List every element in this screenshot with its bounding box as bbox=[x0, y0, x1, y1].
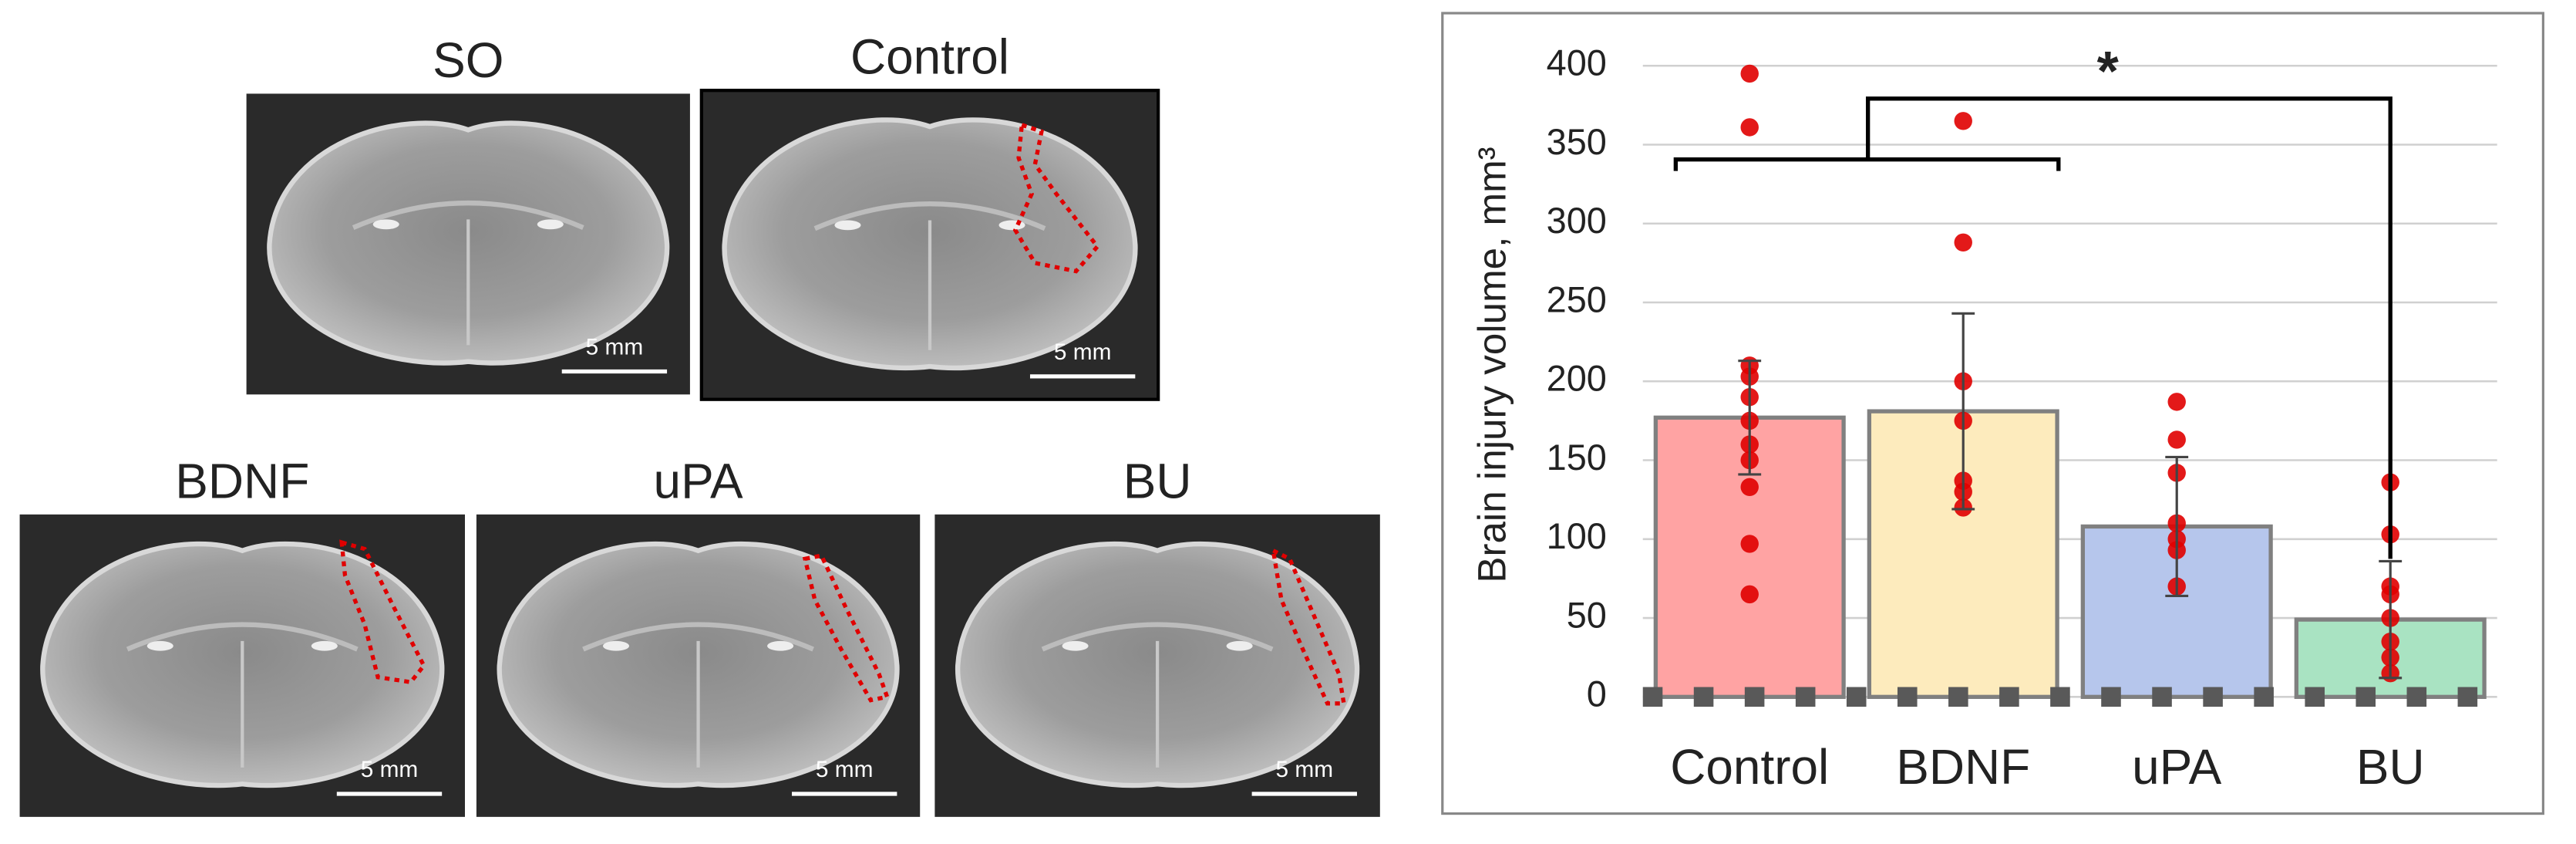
data-point bbox=[1740, 585, 1759, 604]
y-tick-label: 100 bbox=[1547, 516, 1607, 556]
data-point bbox=[1954, 233, 1972, 252]
baseline-marker bbox=[1693, 687, 1714, 707]
scale-label: 5 mm bbox=[1276, 757, 1334, 782]
ventricle bbox=[1062, 640, 1089, 651]
y-tick-label: 400 bbox=[1547, 43, 1607, 83]
mri-panel: 5 mm SO bbox=[246, 32, 690, 395]
significance-mark: * bbox=[2097, 40, 2120, 103]
data-point bbox=[2167, 430, 2186, 449]
baseline-marker bbox=[1846, 687, 1867, 707]
y-axis-label: Brain injury volume, mm³ bbox=[1470, 147, 1514, 582]
scale-label: 5 mm bbox=[816, 757, 874, 782]
ventricle bbox=[311, 640, 338, 651]
x-tick-label: BU bbox=[2356, 739, 2425, 795]
data-point bbox=[2167, 393, 2186, 411]
scale-label: 5 mm bbox=[361, 757, 419, 782]
x-tick-label: uPA bbox=[2132, 739, 2221, 795]
lesion-outline bbox=[339, 539, 426, 685]
ventricle bbox=[602, 640, 630, 651]
lesion-outline bbox=[1012, 122, 1100, 274]
significance-bracket bbox=[1673, 96, 2392, 559]
y-tick-label: 300 bbox=[1547, 201, 1607, 241]
baseline-marker bbox=[2254, 687, 2274, 707]
baseline-marker bbox=[1642, 687, 1663, 707]
x-tick-label: BDNF bbox=[1896, 739, 2030, 795]
baseline-marker bbox=[1948, 687, 1968, 707]
scale-label: 5 mm bbox=[586, 335, 644, 360]
ventricle bbox=[372, 219, 399, 230]
baseline-marker bbox=[1999, 687, 2019, 707]
y-tick-label: 200 bbox=[1547, 359, 1607, 399]
data-point bbox=[1954, 112, 1972, 130]
y-tick-label: 350 bbox=[1547, 122, 1607, 162]
ventricle bbox=[1226, 640, 1253, 651]
corpus-callosum bbox=[582, 622, 814, 652]
data-point bbox=[1740, 118, 1759, 137]
ventricle bbox=[834, 220, 861, 231]
mri-panel: 5 mm BDNF bbox=[19, 453, 465, 817]
corpus-callosum bbox=[813, 201, 1046, 231]
panel-label: uPA bbox=[654, 453, 743, 508]
baseline-marker bbox=[1795, 687, 1816, 707]
baseline-marker bbox=[2457, 687, 2478, 707]
baseline-marker bbox=[2203, 687, 2223, 707]
y-tick-label: 250 bbox=[1547, 279, 1607, 319]
baseline-marker bbox=[2355, 687, 2376, 707]
data-point bbox=[1740, 64, 1759, 83]
y-tick-label: 150 bbox=[1547, 437, 1607, 478]
panel-label: SO bbox=[433, 32, 503, 88]
corpus-callosum bbox=[1041, 622, 1274, 652]
baseline-marker bbox=[2101, 687, 2121, 707]
panel-label: BDNF bbox=[175, 453, 309, 508]
panel-label: Control bbox=[850, 29, 1009, 85]
baseline-marker bbox=[2305, 687, 2325, 707]
baseline-marker bbox=[2406, 687, 2427, 707]
y-tick-label: 50 bbox=[1567, 595, 1607, 635]
y-tick-label: 0 bbox=[1587, 674, 1607, 714]
baseline-marker bbox=[2050, 687, 2070, 707]
baseline-marker bbox=[2152, 687, 2172, 707]
corpus-callosum bbox=[126, 622, 359, 652]
baseline-marker bbox=[1897, 687, 1918, 707]
x-tick-label: Control bbox=[1670, 739, 1829, 795]
baseline-marker bbox=[1744, 687, 1765, 707]
scale-label: 5 mm bbox=[1054, 339, 1112, 365]
ventricle bbox=[146, 640, 173, 651]
corpus-callosum bbox=[352, 200, 584, 231]
mri-panels: 5 mm SO 5 mm Control 5 mm BDNF 5 mm uPA 5 mm BU bbox=[19, 29, 1380, 817]
mri-panel: 5 mm uPA bbox=[476, 453, 921, 817]
data-point bbox=[1740, 478, 1759, 497]
chart: 0 50 100 150 200 250 300 350 400 Brain injury vol… bbox=[1470, 40, 2497, 795]
mri-panel: 5 mm Control bbox=[699, 29, 1160, 401]
data-point bbox=[1740, 535, 1759, 553]
ventricle bbox=[767, 640, 794, 651]
panel-label: BU bbox=[1123, 453, 1192, 508]
mri-panel: 5 mm BU bbox=[934, 453, 1380, 817]
ventricle bbox=[537, 219, 564, 230]
